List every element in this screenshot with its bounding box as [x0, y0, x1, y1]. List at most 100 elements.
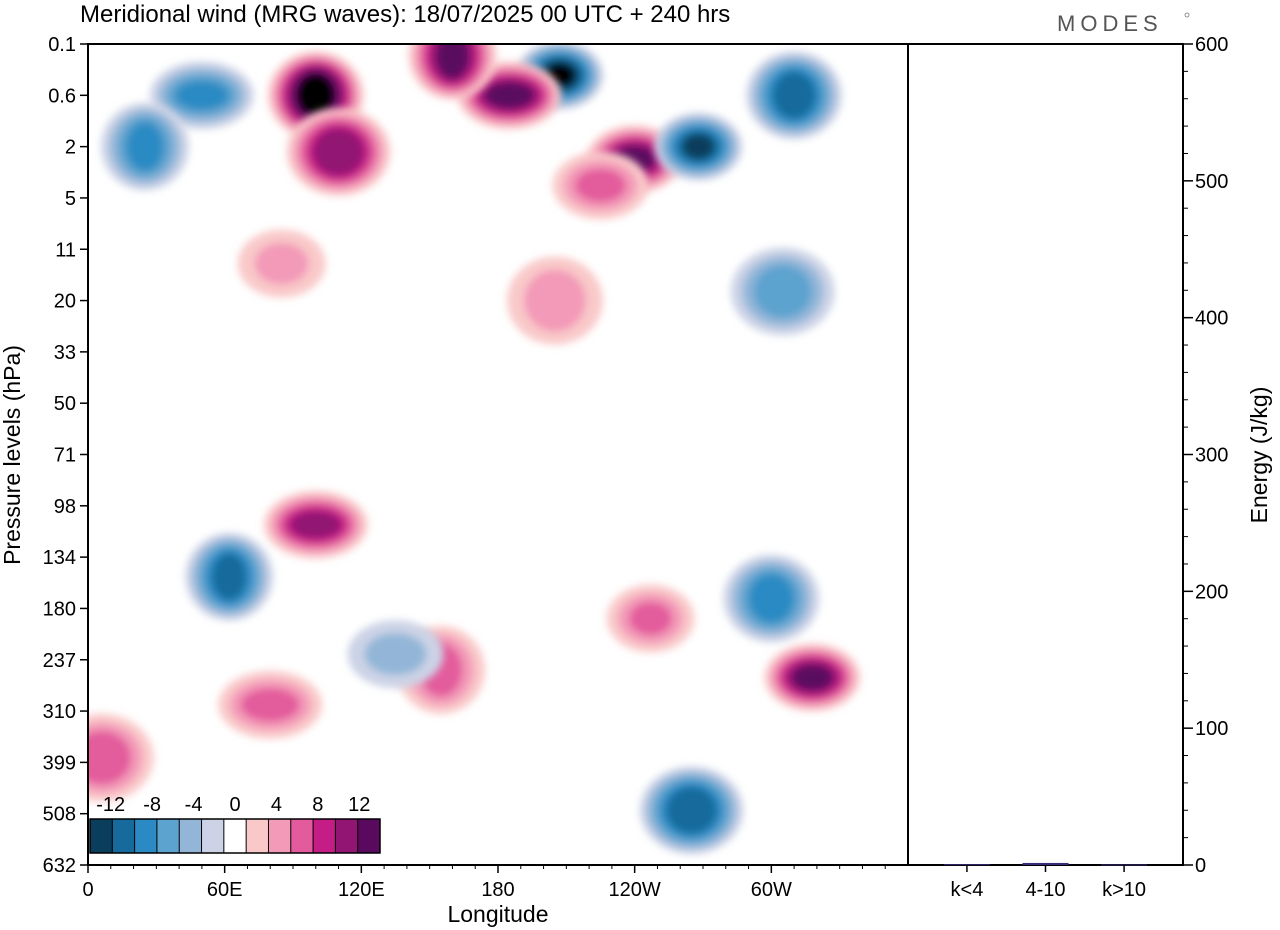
colorbar-label: 4 — [271, 794, 282, 816]
wind-anomaly-region — [457, 61, 562, 130]
contour-band — [575, 168, 626, 203]
pressure-tick-label: 310 — [43, 701, 76, 723]
energy-tick-label: 0 — [1195, 855, 1206, 877]
wind-anomaly-region — [408, 44, 497, 100]
wind-anomaly-region — [723, 554, 820, 643]
wind-anomaly-region — [149, 61, 254, 130]
contour-band — [254, 242, 309, 285]
wind-anomaly-region — [746, 51, 843, 140]
wind-anomaly-region — [218, 670, 323, 739]
contour-band — [290, 511, 341, 538]
pressure-tick-label: 0.1 — [48, 34, 76, 56]
pressure-tick-label: 20 — [54, 291, 76, 313]
colorbar-swatch — [134, 819, 158, 853]
pressure-tick-label: 5 — [65, 188, 76, 210]
contour-band — [485, 82, 534, 108]
energy-bars: k<4 4-10 k>10 — [943, 862, 1148, 901]
colorbar-swatch — [112, 819, 135, 853]
wind-anomaly-region — [286, 107, 391, 196]
contour-band — [240, 688, 300, 722]
energy-tick-label: 600 — [1195, 34, 1228, 56]
energy-tick-label: 400 — [1195, 308, 1228, 330]
pressure-tick-label: 0.6 — [48, 85, 76, 107]
energy-bar — [1022, 862, 1069, 865]
colorbar-label: -4 — [185, 794, 203, 816]
wind-anomaly-region — [347, 620, 444, 689]
pressure-tick-label: 632 — [43, 855, 76, 877]
energy-tick-label: 500 — [1195, 171, 1228, 193]
heatmap-field — [88, 44, 861, 855]
colorbar: -12 -8 -4 0 4 8 12 — [89, 794, 381, 854]
wind-anomaly-region — [654, 112, 743, 181]
energy-bar — [943, 864, 990, 866]
pressure-axis: 0.1 0.6 2 5 11 20 33 50 71 98 134 180 237 310 399 508 63… — [43, 34, 88, 877]
colorbar-swatch — [90, 819, 113, 853]
contour-band — [126, 122, 164, 172]
wind-anomaly-region — [263, 490, 368, 559]
energy-axis-label: Energy (J/kg) — [1246, 387, 1272, 524]
longitude-tick-label: 120W — [609, 879, 661, 901]
contour-band — [773, 72, 815, 119]
pressure-tick-label: 134 — [43, 547, 76, 569]
contour-band — [313, 128, 364, 176]
contour-band — [523, 269, 586, 332]
pressure-tick-label: 50 — [54, 393, 76, 415]
contour-band — [753, 264, 813, 319]
brand-mark-icon — [1184, 12, 1190, 18]
contour-band — [666, 787, 717, 834]
contour-band — [296, 73, 335, 118]
wind-anomaly-region — [730, 247, 835, 336]
contour-band — [682, 134, 715, 159]
longitude-tick-label: 0 — [82, 879, 93, 901]
colorbar-label: -12 — [96, 794, 125, 816]
longitude-axis: 0 60E 120E 180 120W 60W — [82, 865, 886, 901]
colorbar-label: -8 — [143, 794, 161, 816]
longitude-tick-label: 180 — [481, 879, 514, 901]
wind-anomaly-region — [639, 766, 744, 855]
energy-category-label: k<4 — [951, 879, 984, 901]
energy-category-label: k>10 — [1102, 879, 1146, 901]
wind-anomaly-region — [88, 713, 154, 802]
wind-anomaly-region — [552, 151, 649, 220]
contour-band — [212, 553, 247, 600]
pressure-tick-label: 2 — [65, 137, 76, 159]
chart-title: Meridional wind (MRG waves): 18/07/2025 … — [80, 1, 730, 28]
colorbar-label: 8 — [312, 794, 323, 816]
colorbar-swatch — [268, 819, 292, 853]
longitude-tick-label: 60E — [207, 879, 243, 901]
pressure-tick-label: 508 — [43, 804, 76, 826]
wind-anomaly-region — [100, 102, 189, 191]
energy-tick-label: 100 — [1195, 718, 1228, 740]
contour-band — [364, 633, 427, 676]
y-axis-label: Pressure levels (hPa) — [0, 345, 25, 565]
longitude-tick-label: 60W — [751, 879, 792, 901]
wind-anomaly-region — [185, 532, 274, 621]
contour-band — [175, 80, 229, 110]
pressure-tick-label: 33 — [54, 342, 76, 364]
energy-bar — [1101, 864, 1148, 866]
contour-band — [436, 44, 469, 78]
colorbar-label: 12 — [348, 794, 370, 816]
colorbar-swatch — [156, 819, 180, 853]
wind-anomaly-region — [606, 584, 695, 653]
colorbar-frame — [89, 818, 381, 854]
wind-anomaly-region — [506, 256, 603, 345]
brand-logo: MODES — [1057, 11, 1163, 36]
contour-band — [792, 665, 832, 690]
energy-category-label: 4-10 — [1025, 879, 1065, 901]
energy-tick-label: 200 — [1195, 581, 1228, 603]
energy-axis: 0 100 200 300 400 500 600 — [1183, 34, 1228, 877]
colorbar-swatch — [179, 819, 202, 853]
pressure-tick-label: 98 — [54, 496, 76, 518]
bar-panel-frame — [907, 43, 1184, 866]
pressure-tick-label: 237 — [43, 650, 76, 672]
pressure-tick-label: 399 — [43, 752, 76, 774]
wind-anomaly-region — [764, 643, 861, 712]
energy-tick-label: 300 — [1195, 445, 1228, 467]
colorbar-swatch — [290, 819, 314, 853]
colorbar-label: 0 — [229, 794, 240, 816]
colorbar-swatch — [223, 819, 247, 853]
colorbar-swatch — [246, 819, 269, 853]
colorbar-swatch — [357, 819, 381, 853]
